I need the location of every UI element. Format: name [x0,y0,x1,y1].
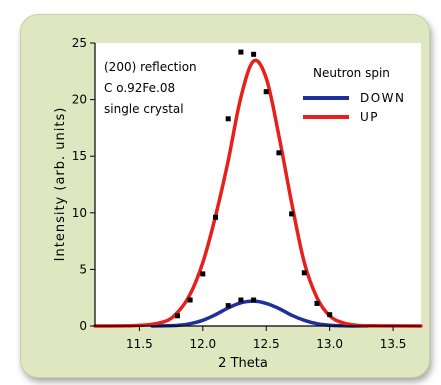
y-tick-label: 20 [72,93,87,107]
data-point [276,150,282,156]
x-tick-label: 12.5 [253,337,280,351]
y-axis-label: Intensity (arb. units) [53,107,68,262]
x-tick-label: 13.0 [316,337,343,351]
y-tick-label: 15 [72,149,87,163]
data-point [251,51,257,57]
data-point [213,214,218,220]
plot-area [95,43,421,326]
data-point [238,49,244,55]
data-point [200,271,206,277]
data-point [175,313,180,319]
data-point [314,300,320,306]
data-point [187,297,193,303]
data-point [225,303,231,309]
x-axis-label: 2 Theta [218,356,268,371]
y-tick-label: 0 [79,319,87,333]
x-tick-label: 12.0 [189,337,216,351]
x-tick-label: 13.5 [380,337,407,351]
series-line-up [93,58,423,328]
annotation-line-2: C o.92Fe.08 [104,81,175,95]
x-tick-label: 11.5 [126,337,153,351]
legend-label-down: DOWN [360,91,406,105]
annotation-line-1: (200) reflection [104,60,197,74]
legend-label-up: UP [360,110,379,124]
data-point [289,211,295,217]
data-point [251,297,257,303]
y-tick-label: 25 [72,36,87,50]
y-tick-label: 10 [72,206,87,220]
legend-title: Neutron spin [313,66,390,80]
legend: Neutron spin DOWN UP [303,66,406,124]
y-tick-label: 5 [79,262,87,276]
data-point [301,270,307,276]
data-point [327,312,333,318]
data-point [238,297,244,303]
annotation-line-3: single crystal [104,102,184,116]
data-point [225,116,231,122]
data-point [263,89,269,95]
